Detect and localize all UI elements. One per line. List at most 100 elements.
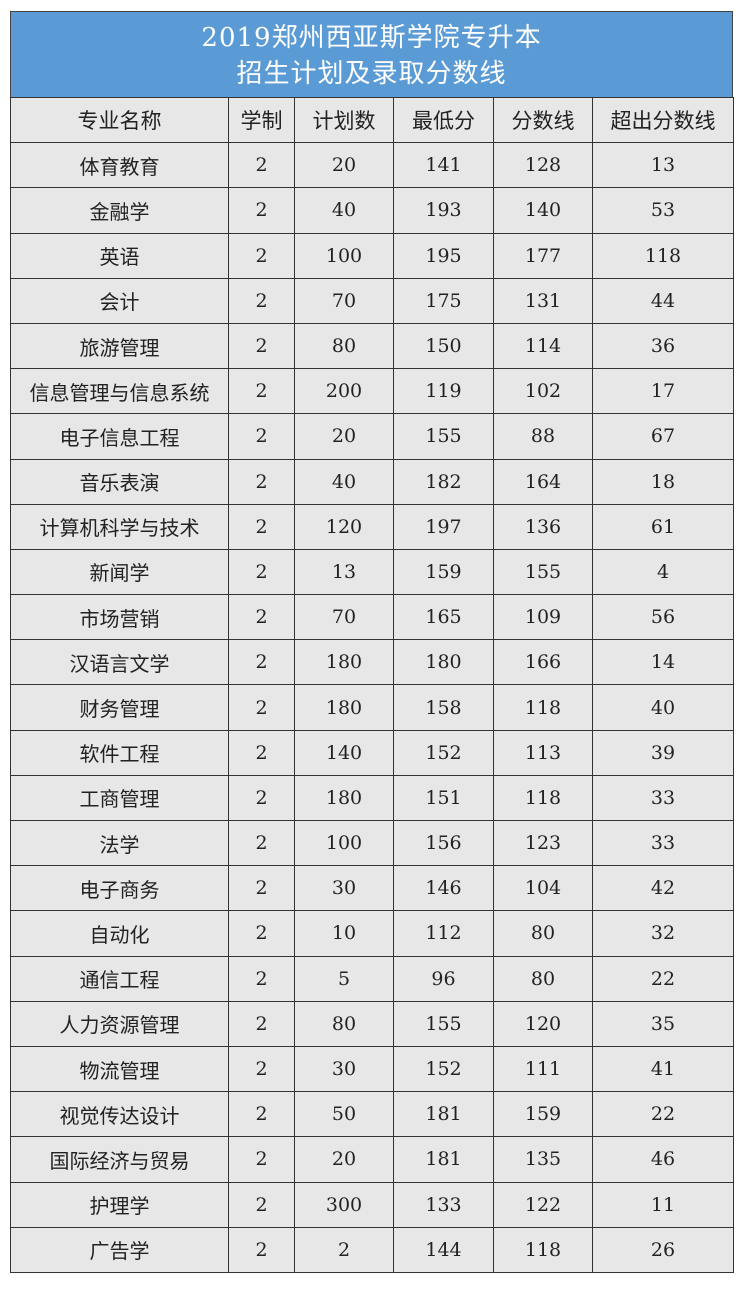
cell-plan: 100 bbox=[294, 819, 394, 867]
table-row: 通信工程 2 5 96 80 22 bbox=[10, 955, 734, 1002]
cell-duration: 2 bbox=[228, 819, 295, 867]
cell-above-cutoff: 33 bbox=[592, 819, 734, 867]
cell-plan: 5 bbox=[294, 955, 394, 1002]
header-above-cutoff: 超出分数线 bbox=[592, 96, 734, 144]
cell-plan: 120 bbox=[294, 503, 394, 550]
cell-cutoff: 155 bbox=[493, 548, 593, 596]
cell-min-score: 155 bbox=[393, 413, 494, 460]
cell-min-score: 152 bbox=[393, 1045, 494, 1093]
table-row: 汉语言文学 2 180 180 166 14 bbox=[10, 639, 734, 686]
cell-min-score: 141 bbox=[393, 142, 494, 189]
cell-major: 国际经济与贸易 bbox=[10, 1136, 229, 1183]
cell-plan: 40 bbox=[294, 458, 394, 505]
cell-plan: 140 bbox=[294, 729, 394, 776]
cell-duration: 2 bbox=[228, 910, 295, 957]
cell-plan: 200 bbox=[294, 368, 394, 415]
table-row: 旅游管理 2 80 150 114 36 bbox=[10, 322, 734, 370]
cell-plan: 20 bbox=[294, 413, 394, 460]
cell-duration: 2 bbox=[228, 187, 295, 234]
header-duration: 学制 bbox=[228, 96, 295, 144]
cell-above-cutoff: 67 bbox=[592, 413, 734, 460]
cell-min-score: 180 bbox=[393, 639, 494, 686]
cell-major: 旅游管理 bbox=[10, 322, 229, 370]
cell-duration: 2 bbox=[228, 548, 295, 596]
table-row: 法学 2 100 156 123 33 bbox=[10, 819, 734, 867]
cell-cutoff: 118 bbox=[493, 1226, 593, 1273]
cell-cutoff: 102 bbox=[493, 368, 593, 415]
cell-min-score: 165 bbox=[393, 594, 494, 641]
table-row: 会计 2 70 175 131 44 bbox=[10, 277, 734, 324]
cell-cutoff: 111 bbox=[493, 1045, 593, 1093]
cell-major: 广告学 bbox=[10, 1226, 229, 1273]
cell-min-score: 96 bbox=[393, 955, 494, 1002]
cell-plan: 300 bbox=[294, 1181, 394, 1228]
table-row: 视觉传达设计 2 50 181 159 22 bbox=[10, 1091, 734, 1138]
cell-major: 护理学 bbox=[10, 1181, 229, 1228]
cell-duration: 2 bbox=[228, 729, 295, 776]
table-row: 国际经济与贸易 2 20 181 135 46 bbox=[10, 1136, 734, 1183]
table-row: 信息管理与信息系统 2 200 119 102 17 bbox=[10, 368, 734, 415]
cell-min-score: 150 bbox=[393, 322, 494, 370]
cell-duration: 2 bbox=[228, 684, 295, 731]
cell-duration: 2 bbox=[228, 1226, 295, 1273]
cell-above-cutoff: 33 bbox=[592, 774, 734, 822]
cell-duration: 2 bbox=[228, 774, 295, 822]
cell-above-cutoff: 118 bbox=[592, 232, 734, 279]
cell-above-cutoff: 13 bbox=[592, 142, 734, 189]
cell-plan: 10 bbox=[294, 910, 394, 957]
table-row: 工商管理 2 180 151 118 33 bbox=[10, 774, 734, 822]
cell-cutoff: 140 bbox=[493, 187, 593, 234]
cell-cutoff: 135 bbox=[493, 1136, 593, 1183]
table-row: 物流管理 2 30 152 111 41 bbox=[10, 1045, 734, 1093]
cell-above-cutoff: 11 bbox=[592, 1181, 734, 1228]
cell-min-score: 182 bbox=[393, 458, 494, 505]
cell-major: 汉语言文学 bbox=[10, 639, 229, 686]
cell-duration: 2 bbox=[228, 503, 295, 550]
cell-plan: 20 bbox=[294, 1136, 394, 1183]
cell-major: 法学 bbox=[10, 819, 229, 867]
cell-above-cutoff: 22 bbox=[592, 1091, 734, 1138]
cell-min-score: 181 bbox=[393, 1091, 494, 1138]
cell-above-cutoff: 17 bbox=[592, 368, 734, 415]
cell-min-score: 181 bbox=[393, 1136, 494, 1183]
cell-duration: 2 bbox=[228, 1045, 295, 1093]
cell-plan: 70 bbox=[294, 277, 394, 324]
cell-major: 软件工程 bbox=[10, 729, 229, 776]
cell-plan: 80 bbox=[294, 322, 394, 370]
cell-plan: 30 bbox=[294, 865, 394, 912]
table-row: 自动化 2 10 112 80 32 bbox=[10, 910, 734, 957]
cell-cutoff: 159 bbox=[493, 1091, 593, 1138]
admission-table: 专业名称 学制 计划数 最低分 分数线 超出分数线 体育教育 2 20 141 128 13 金融学 2… bbox=[10, 96, 734, 1273]
cell-major: 电子商务 bbox=[10, 865, 229, 912]
cell-above-cutoff: 26 bbox=[592, 1226, 734, 1273]
table-row: 金融学 2 40 193 140 53 bbox=[10, 187, 734, 234]
cell-duration: 2 bbox=[228, 1000, 295, 1047]
cell-above-cutoff: 14 bbox=[592, 639, 734, 686]
cell-plan: 180 bbox=[294, 684, 394, 731]
cell-duration: 2 bbox=[228, 1136, 295, 1183]
cell-cutoff: 113 bbox=[493, 729, 593, 776]
cell-cutoff: 177 bbox=[493, 232, 593, 279]
cell-min-score: 156 bbox=[393, 819, 494, 867]
cell-major: 市场营销 bbox=[10, 594, 229, 641]
cell-duration: 2 bbox=[228, 594, 295, 641]
cell-major: 计算机科学与技术 bbox=[10, 503, 229, 550]
cell-plan: 50 bbox=[294, 1091, 394, 1138]
cell-above-cutoff: 32 bbox=[592, 910, 734, 957]
header-min-score: 最低分 bbox=[393, 96, 494, 144]
cell-major: 会计 bbox=[10, 277, 229, 324]
cell-major: 人力资源管理 bbox=[10, 1000, 229, 1047]
cell-major: 通信工程 bbox=[10, 955, 229, 1002]
cell-duration: 2 bbox=[228, 639, 295, 686]
cell-above-cutoff: 56 bbox=[592, 594, 734, 641]
cell-above-cutoff: 42 bbox=[592, 865, 734, 912]
cell-major: 体育教育 bbox=[10, 142, 229, 189]
table-row: 电子商务 2 30 146 104 42 bbox=[10, 865, 734, 912]
title-line-2: 招生计划及录取分数线 bbox=[236, 59, 507, 89]
cell-above-cutoff: 4 bbox=[592, 548, 734, 596]
cell-cutoff: 122 bbox=[493, 1181, 593, 1228]
cell-major: 信息管理与信息系统 bbox=[10, 368, 229, 415]
cell-major: 金融学 bbox=[10, 187, 229, 234]
cell-min-score: 195 bbox=[393, 232, 494, 279]
cell-min-score: 197 bbox=[393, 503, 494, 550]
